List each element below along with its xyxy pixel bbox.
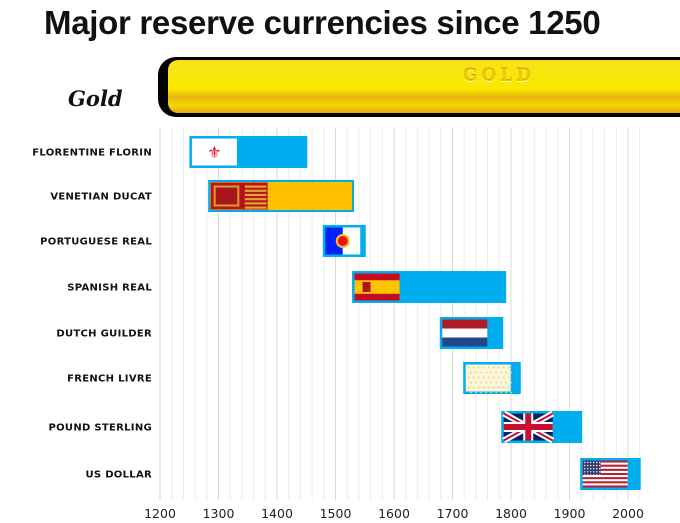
category-label: DUTCH GUILDER: [56, 329, 152, 340]
x-tick-label: 1500: [320, 506, 352, 521]
flag-spain-icon: [354, 273, 400, 301]
x-tick-label: 1700: [437, 506, 469, 521]
x-tick-label: 1300: [203, 506, 235, 521]
flag-venice-icon: [210, 182, 268, 210]
category-label: FRENCH LIVRE: [67, 374, 152, 385]
category-label: PORTUGUESE REAL: [40, 237, 152, 248]
category-label: SPANISH REAL: [67, 283, 152, 294]
flag-portugal-icon: [325, 227, 361, 255]
svg-text:⚜: ⚜: [207, 145, 221, 162]
category-label: US DOLLAR: [86, 470, 153, 481]
x-tick-label: 1800: [495, 506, 527, 521]
x-tick-label: 1600: [378, 506, 410, 521]
flag-florence-icon: ⚜: [191, 138, 237, 166]
x-tick-label: 1200: [144, 506, 176, 521]
x-tick-label: 1900: [554, 506, 586, 521]
x-tick-label: 2000: [612, 506, 644, 521]
flag-netherlands-icon: [442, 319, 488, 347]
gold-bar-face: [168, 60, 680, 113]
flag-usa-icon: [582, 460, 628, 488]
gold-bar-image: GOLD: [158, 57, 680, 117]
x-tick-label: 1400: [261, 506, 293, 521]
chart-title: Major reserve currencies since 1250: [44, 4, 601, 41]
gold-bar-engraving: GOLD: [463, 66, 536, 86]
category-label: VENETIAN DUCAT: [50, 192, 152, 203]
category-label: FLORENTINE FLORIN: [32, 148, 152, 159]
gold-label: Gold: [68, 86, 123, 111]
flag-uk-icon: [502, 410, 555, 444]
flag-france-icon: [465, 364, 513, 394]
category-label: POUND STERLING: [48, 423, 152, 434]
